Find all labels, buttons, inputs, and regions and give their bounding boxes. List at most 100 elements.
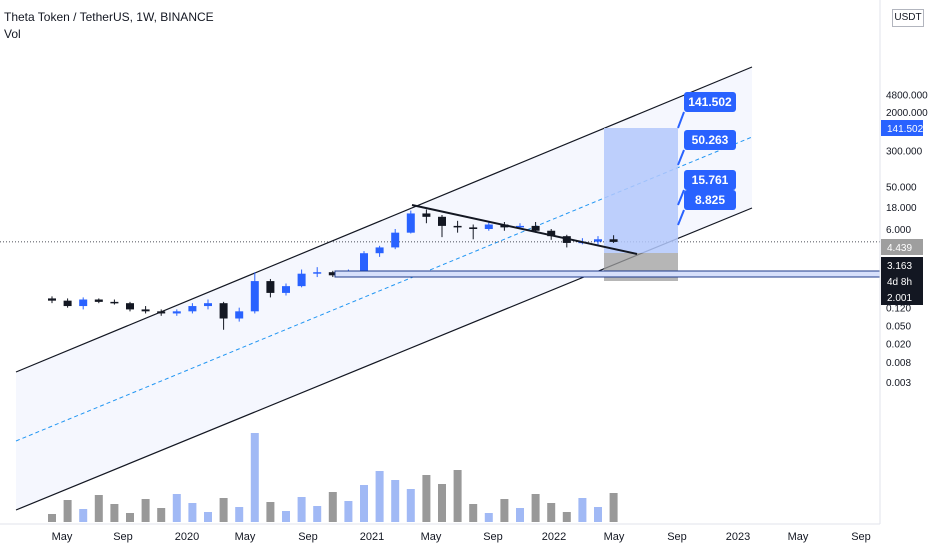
price-badge-bg [881, 273, 923, 289]
time-tick-label: May [235, 531, 256, 543]
candle-body [516, 225, 524, 228]
callout-pointer [677, 149, 685, 166]
volume-bar [453, 470, 462, 522]
price-badge-label: 141.502 [887, 124, 924, 135]
time-tick-label: 2023 [726, 531, 750, 543]
volume-bar [188, 503, 197, 522]
callout-pointer [677, 111, 685, 129]
volume-bar [594, 507, 602, 522]
volume-bar [157, 508, 166, 522]
callout-pointer [677, 189, 685, 206]
volume-bar [141, 499, 150, 522]
candle-body [48, 298, 56, 301]
price-badge: 3.163 [881, 257, 923, 273]
price-badge-bg [881, 239, 923, 255]
time-tick-label: Sep [113, 531, 133, 543]
candle-body [126, 303, 134, 310]
callout-value: 8.825 [695, 193, 725, 207]
candle-body [406, 213, 415, 233]
time-tick-label: 2020 [175, 531, 199, 543]
time-tick-label: Sep [851, 531, 871, 543]
volume-bar [484, 513, 493, 522]
volume-bar [110, 504, 119, 522]
channel-upper-line [15, 66, 753, 373]
descending-trendline [411, 204, 638, 255]
volume-bar [297, 497, 306, 522]
price-tick-label: 18.000 [886, 203, 917, 214]
time-axis[interactable]: May Sep 2020 May Sep 2021 May Sep 2022 May Sep 2023… [0, 523, 880, 543]
candle-body [297, 273, 306, 287]
volume-bar [344, 501, 353, 522]
candle-body [204, 303, 212, 307]
volume-bar [360, 485, 368, 522]
volume-indicator-label: Vol [4, 27, 21, 41]
time-tick-label: 2021 [360, 531, 384, 543]
candle-body [360, 253, 368, 271]
target-callout: 50.263 [684, 130, 736, 150]
volume-bar [562, 512, 571, 522]
volume-bar [469, 504, 478, 522]
callout-box [684, 170, 736, 190]
volume-bar [313, 506, 322, 522]
volume-bar [500, 499, 509, 522]
volume-bar [547, 503, 556, 522]
callout-value: 50.263 [692, 133, 729, 147]
volume-bar [438, 484, 446, 522]
candle-body [94, 299, 103, 302]
volume-bar [172, 494, 181, 522]
price-badge-label: 4.439 [887, 243, 912, 254]
target-callouts: 141.502 50.263 15.761 8.825 [677, 92, 736, 226]
regression-channel [0, 66, 880, 511]
volume-bar [328, 492, 337, 522]
candle-body [547, 230, 556, 237]
price-badge: 4d 8h [881, 273, 923, 289]
projection-target-zone [604, 128, 678, 253]
volume-bar [375, 471, 384, 522]
volume-bars [48, 433, 618, 522]
projection-box [604, 128, 678, 281]
candle-body [328, 272, 337, 276]
price-tick-label: 0.008 [886, 358, 911, 369]
price-tick-label: 50.000 [886, 182, 917, 193]
price-axis[interactable]: 4800.0002000.000800.000300.00050.00018.0… [879, 0, 928, 524]
candle-body [172, 311, 181, 314]
candle-body [282, 286, 290, 293]
volume-bar [531, 494, 540, 522]
callout-box [684, 92, 736, 112]
price-badge: 141.502 [881, 120, 924, 136]
price-badge-label: 2.001 [887, 293, 912, 304]
time-tick-label: Sep [483, 531, 503, 543]
price-tick-label: 0.003 [886, 378, 911, 389]
volume-bar [609, 493, 618, 522]
chart-title: Theta Token / TetherUS, 1W, BINANCE [4, 10, 214, 24]
candle-body [469, 227, 478, 229]
channel-fill [16, 67, 752, 510]
price-badge-label: 3.163 [887, 261, 912, 272]
time-tick-label: Sep [298, 531, 318, 543]
candle-body [266, 281, 275, 293]
volume-bar [94, 495, 103, 522]
callout-pointer [677, 209, 685, 226]
candle-body [453, 225, 462, 228]
price-tick-label: 0.120 [886, 304, 911, 315]
currency-unit-label[interactable]: USDT [892, 9, 924, 27]
time-tick-label: May [421, 531, 442, 543]
price-badge-bg [881, 120, 923, 136]
volume-bar [79, 509, 88, 522]
volume-bar [266, 502, 275, 522]
candle-body [609, 239, 618, 242]
candle-body [250, 281, 259, 312]
volume-bar [235, 507, 244, 522]
volume-bar [391, 480, 400, 522]
candle-body [313, 272, 322, 274]
volume-bar [250, 433, 259, 522]
price-tick-label: 4800.000 [886, 91, 928, 102]
price-tick-label: 300.000 [886, 146, 923, 157]
candle-body [375, 247, 384, 254]
price-badge-label: 4d 8h [887, 277, 912, 288]
time-tick-label: 2022 [542, 531, 566, 543]
candle-body [391, 232, 400, 248]
candle-body [594, 239, 602, 242]
candle-body [235, 311, 244, 319]
